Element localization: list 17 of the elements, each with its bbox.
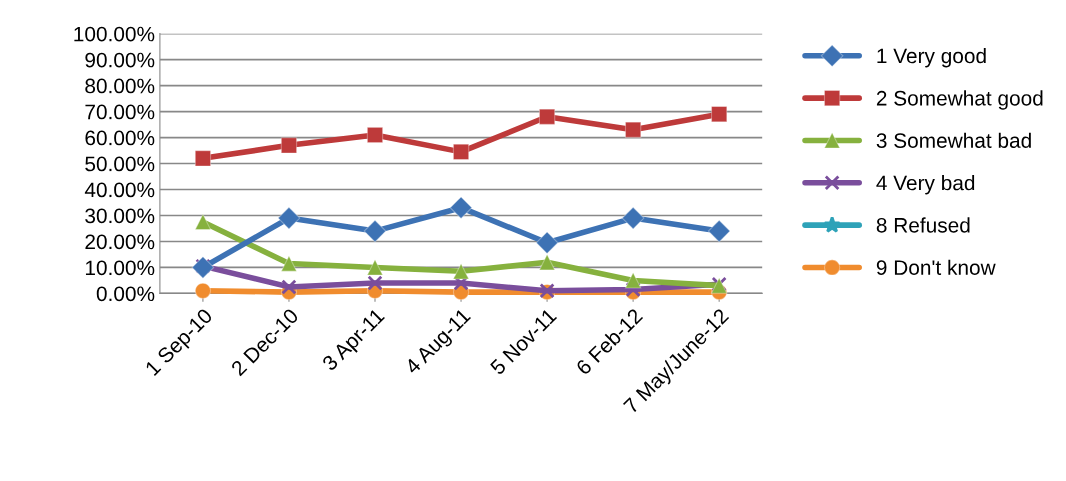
y-tick-label: 80.00% — [85, 78, 155, 94]
y-tick-label: 0.00% — [96, 286, 155, 302]
legend-label: 8 Refused — [876, 217, 970, 233]
y-tick-label: 60.00% — [85, 130, 155, 146]
y-tick-label: 70.00% — [85, 104, 155, 120]
y-tick-label: 100.00% — [74, 26, 155, 42]
y-tick-label: 20.00% — [85, 234, 155, 250]
legend-label: 9 Don't know — [876, 259, 996, 275]
y-tick-label: 10.00% — [85, 260, 155, 276]
legend-label: 1 Very good — [877, 47, 986, 68]
legend-label: 2 Somewhat good — [876, 90, 1043, 110]
y-tick-label: 50.00% — [85, 156, 155, 172]
y-tick-label: 30.00% — [85, 208, 155, 224]
y-tick-label: 40.00% — [84, 182, 155, 198]
y-tick-label: 90.00% — [85, 52, 155, 68]
legend-label: 3 Somewhat bad — [876, 132, 1031, 148]
legend-label: 4 Very bad — [876, 175, 975, 195]
